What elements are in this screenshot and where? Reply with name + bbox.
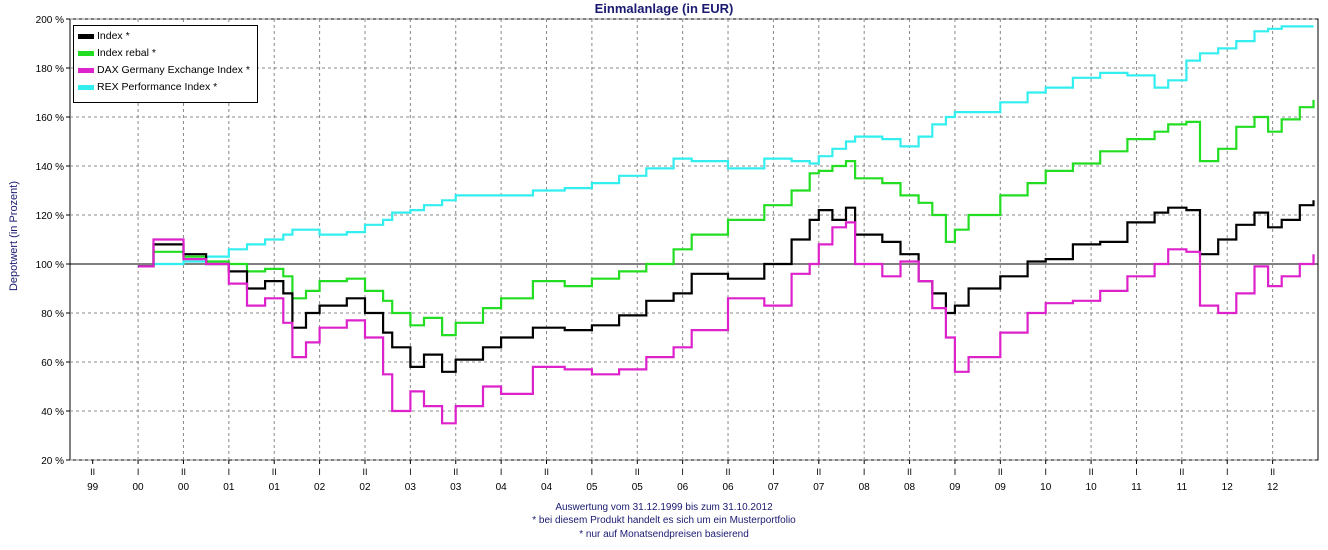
x-quarter-label: II	[1089, 467, 1094, 477]
x-quarter-label: I	[772, 467, 775, 477]
series-line-3	[138, 25, 1314, 268]
legend-swatch	[78, 33, 94, 39]
x-quarter-label: II	[998, 467, 1003, 477]
x-quarter-label: I	[228, 467, 231, 477]
x-quarter-label: II	[453, 467, 458, 477]
legend-label: DAX Germany Exchange Index *	[97, 64, 250, 76]
x-quarter-label: II	[544, 467, 549, 477]
x-year-label: 07	[768, 482, 780, 493]
y-tick-label: 180 %	[36, 64, 64, 75]
x-year-label: 00	[133, 482, 145, 493]
x-quarter-label: I	[863, 467, 866, 477]
x-year-label: 01	[269, 482, 281, 493]
x-year-label: 09	[995, 482, 1007, 493]
x-quarter-label: II	[181, 467, 186, 477]
legend-label: REX Performance Index *	[97, 81, 218, 93]
x-quarter-label: I	[681, 467, 684, 477]
x-quarter-label: I	[409, 467, 412, 477]
x-year-label: 00	[178, 482, 190, 493]
footer-line-1: Auswertung vom 31.12.1999 bis zum 31.10.…	[555, 502, 773, 513]
series-line-2	[138, 221, 1315, 425]
x-quarter-label: II	[726, 467, 731, 477]
x-year-label: 07	[813, 482, 825, 493]
legend-item: Index *	[78, 28, 130, 44]
x-year-label: 09	[949, 482, 961, 493]
x-year-label: 08	[859, 482, 871, 493]
legend-swatch	[78, 67, 94, 73]
x-year-label: 01	[223, 482, 235, 493]
x-quarter-label: I	[1226, 467, 1229, 477]
y-tick-label: 160 %	[36, 113, 64, 124]
x-year-label: 04	[541, 482, 553, 493]
legend-item: Index rebal *	[78, 45, 156, 61]
x-quarter-label: II	[635, 467, 640, 477]
x-quarter-label: II	[272, 467, 277, 477]
footer-line-3: * nur auf Monatsendpreisen basierend	[579, 529, 749, 540]
x-year-label: 02	[359, 482, 371, 493]
x-year-label: 11	[1131, 482, 1142, 493]
x-quarter-label: I	[318, 467, 321, 477]
series-line-1	[138, 99, 1315, 337]
legend-label: Index *	[97, 30, 130, 42]
legend: Index * Index rebal * DAX Germany Exchan…	[73, 25, 258, 103]
footer-line-2: * bei diesem Produkt handelt es sich um …	[532, 515, 796, 526]
x-year-label: 05	[632, 482, 644, 493]
legend-item: REX Performance Index *	[78, 79, 217, 95]
x-year-label: 12	[1222, 482, 1234, 493]
x-quarter-label: I	[1044, 467, 1047, 477]
x-quarter-label: I	[1135, 467, 1138, 477]
x-year-label: 99	[87, 482, 99, 493]
x-year-label: 12	[1267, 482, 1279, 493]
y-tick-label: 40 %	[41, 407, 64, 418]
legend-item: DAX Germany Exchange Index *	[78, 62, 250, 78]
x-quarter-label: II	[907, 467, 912, 477]
y-tick-label: 140 %	[36, 162, 64, 173]
y-tick-label: 60 %	[41, 358, 64, 369]
x-year-label: 06	[722, 482, 734, 493]
x-year-label: 10	[1040, 482, 1052, 493]
x-quarter-label: I	[954, 467, 957, 477]
x-quarter-label: II	[1179, 467, 1184, 477]
x-quarter-label: II	[90, 467, 95, 477]
legend-label: Index rebal *	[97, 47, 156, 59]
y-tick-label: 100 %	[36, 260, 64, 271]
x-quarter-label: I	[591, 467, 594, 477]
y-tick-label: 120 %	[36, 211, 64, 222]
x-year-label: 03	[405, 482, 417, 493]
y-tick-label: 200 %	[36, 15, 64, 26]
x-year-label: 06	[677, 482, 689, 493]
x-quarter-label: I	[137, 467, 140, 477]
legend-swatch	[78, 84, 94, 90]
x-quarter-label: II	[816, 467, 821, 477]
chart-title: Einmalanlage (in EUR)	[594, 1, 734, 16]
x-quarter-label: I	[500, 467, 503, 477]
series-line-0	[138, 200, 1315, 373]
x-quarter-label: II	[1270, 467, 1275, 477]
y-tick-label: 80 %	[41, 309, 64, 320]
x-year-label: 04	[496, 482, 508, 493]
x-year-label: 02	[314, 482, 326, 493]
y-tick-label: 20 %	[41, 456, 64, 467]
x-year-label: 05	[586, 482, 598, 493]
x-year-label: 03	[450, 482, 462, 493]
legend-swatch	[78, 50, 94, 56]
x-year-label: 10	[1086, 482, 1098, 493]
x-year-label: 08	[904, 482, 916, 493]
x-year-label: 11	[1177, 482, 1188, 493]
x-quarter-label: II	[362, 467, 367, 477]
